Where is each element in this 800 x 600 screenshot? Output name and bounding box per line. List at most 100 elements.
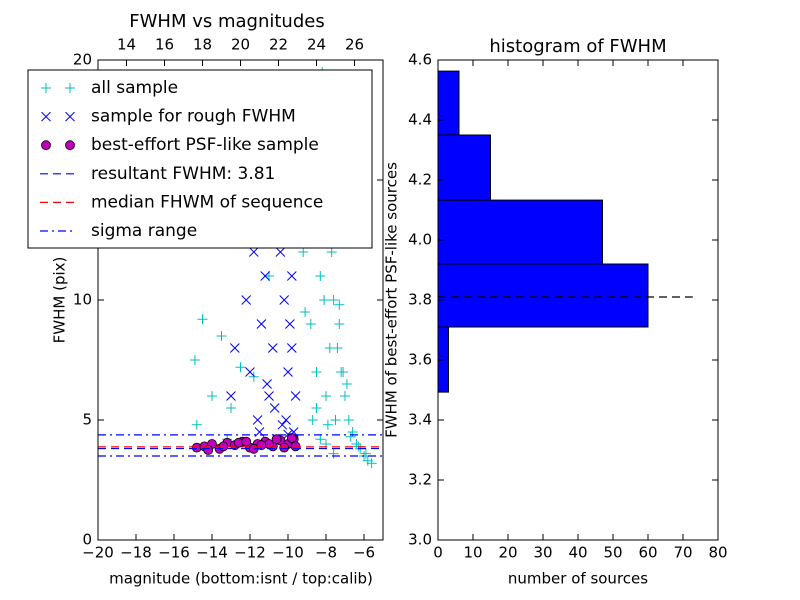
point (343, 415, 354, 425)
point (340, 391, 350, 401)
x-tick-label: −18 (120, 544, 152, 562)
legend-marker (41, 83, 51, 93)
point (315, 434, 326, 445)
legend-box (27, 69, 373, 249)
point (283, 367, 293, 377)
point (322, 419, 333, 430)
bar (437, 134, 491, 201)
x-tick-label: 80 (708, 544, 727, 562)
point (267, 343, 278, 353)
point (334, 299, 345, 310)
x-tick-label: −6 (353, 544, 375, 562)
legend-marker (41, 140, 51, 151)
point (279, 295, 290, 305)
point (341, 379, 352, 389)
legend-marker (65, 111, 75, 122)
chart-title: histogram of FWHM (489, 36, 666, 57)
point (286, 271, 297, 281)
legend-label: best-effort PSF-like sample (91, 135, 319, 155)
y-tick-label: 3.0 (408, 531, 432, 549)
point (269, 403, 280, 413)
point (300, 307, 311, 317)
y-tick-label: 3.8 (408, 291, 432, 309)
point (256, 319, 267, 329)
y-tick-label: 3.6 (408, 351, 432, 369)
point (328, 295, 339, 305)
point (360, 448, 371, 459)
point (328, 448, 339, 459)
chart-title: FWHM vs magnitudes (129, 11, 324, 32)
point (262, 379, 272, 389)
point (275, 247, 286, 257)
x2-tick-label: 22 (269, 36, 288, 54)
point (319, 295, 330, 305)
point (207, 391, 217, 401)
point (311, 367, 322, 377)
legend-label: all sample (91, 78, 178, 98)
point (326, 247, 337, 257)
x-tick-label: −20 (82, 544, 114, 562)
y-tick-label: 4.2 (408, 171, 432, 189)
point (285, 319, 295, 329)
point (311, 403, 322, 413)
point (366, 458, 377, 469)
x2-tick-label: 26 (345, 36, 364, 54)
point (216, 331, 227, 341)
y-tick-label: 3.2 (408, 471, 432, 489)
point (338, 367, 349, 377)
x-tick-label: 70 (673, 544, 692, 562)
x2-tick-label: 24 (307, 36, 326, 54)
x-axis-label: magnitude (bottom:isnt / top:calib) (109, 570, 373, 588)
plot-area (98, 67, 383, 469)
bar (437, 263, 649, 328)
point (277, 419, 288, 430)
legend-marker (41, 111, 51, 122)
point (290, 391, 301, 401)
point (271, 434, 282, 445)
point (241, 436, 252, 447)
y-tick-label: 4.0 (408, 231, 432, 249)
x2-tick-label: 16 (155, 36, 174, 54)
point (286, 433, 297, 443)
legend: all sample sample for rough FWHM best-effo… (27, 69, 373, 249)
x-tick-label: −16 (158, 544, 190, 562)
point (191, 419, 202, 430)
legend-label: resultant FWHM: 3.81 (91, 164, 275, 184)
x2-tick-label: 18 (193, 36, 212, 54)
x-tick-label: 20 (498, 544, 517, 562)
axes: −20−18−16−14−12−10−8−6051015201416182022… (73, 36, 384, 562)
bar (437, 199, 603, 265)
x-tick-label: 50 (603, 544, 622, 562)
point (298, 247, 309, 257)
y-axis-label: FWHM of best-effort PSF-like sources (383, 162, 401, 438)
point (334, 319, 345, 329)
point (307, 415, 318, 425)
x2-tick-label: 14 (117, 36, 136, 54)
x2-tick-label: 20 (231, 36, 250, 54)
y-tick-label: 4.4 (408, 111, 432, 129)
point (248, 247, 259, 257)
legend-label: median FHWM of sequence (91, 192, 323, 212)
point (332, 343, 343, 353)
x-tick-label: 40 (568, 544, 587, 562)
y-tick-label: 20 (73, 51, 92, 69)
point (197, 314, 208, 325)
point (305, 319, 316, 329)
y-tick-label: 3.4 (408, 411, 432, 429)
point (235, 362, 246, 373)
point (330, 415, 341, 425)
plot-area: 0 10 20 30 40 50 60 70 80 3.0 3.2 3.4 3.6 3.8 4.0 4.2 4.… (408, 51, 727, 562)
x-tick-label: −14 (196, 544, 228, 562)
x-axis-label: number of sources (508, 570, 648, 588)
legend-marker (65, 83, 75, 93)
point (252, 415, 263, 425)
point (286, 343, 297, 353)
y-tick-label: 5 (82, 411, 92, 429)
point (281, 415, 291, 425)
y-tick-label: 10 (73, 291, 92, 309)
point (245, 367, 255, 377)
point (241, 295, 252, 305)
y-tick-label: 4.6 (408, 51, 432, 69)
legend-label: sample for rough FWHM (91, 107, 296, 127)
